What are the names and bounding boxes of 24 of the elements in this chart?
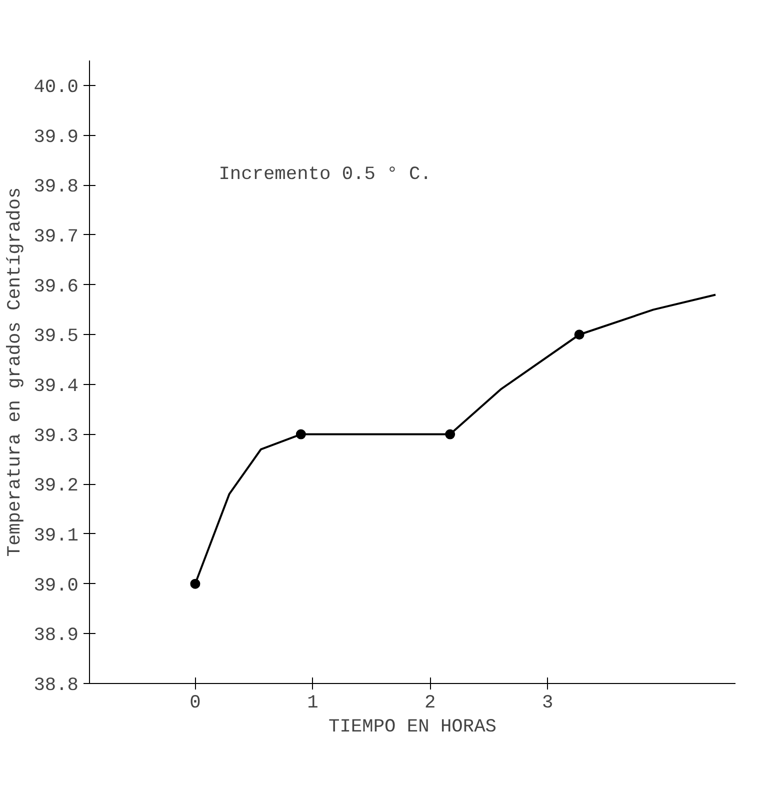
x-tick-label: 3 — [542, 692, 554, 714]
point — [296, 429, 306, 440]
y-tick-label: 39.4 — [34, 374, 79, 397]
y-tick-label: 38.9 — [34, 624, 79, 646]
point — [445, 429, 456, 440]
y-tick-label: 39.2 — [34, 474, 79, 497]
y-tick-label: 38.8 — [34, 674, 79, 696]
point — [574, 330, 584, 340]
y-tick-label: 39.5 — [34, 325, 79, 348]
point — [190, 578, 200, 589]
y-tick-label: 39.0 — [34, 574, 79, 596]
x-tick-label: 0 — [190, 692, 201, 714]
y-axis-title: Temperatura en grados Centígrados — [4, 187, 26, 557]
y-tick-label: 39.8 — [34, 176, 79, 198]
x-tick-label: 2 — [424, 692, 436, 714]
y-tick-label: 39.9 — [34, 126, 79, 148]
y-tick-label: 39.6 — [34, 275, 79, 298]
x-axis-title: TIEMPO EN HORAS — [328, 716, 496, 738]
x-tick-label: 1 — [307, 692, 318, 714]
y-tick-label: 39.3 — [34, 424, 79, 447]
y-tick-label: 39.1 — [34, 524, 79, 546]
annotation: Incremento 0.5 ° C. — [218, 163, 432, 186]
y-tick-label: 39.7 — [34, 225, 79, 248]
y-tick-label: 40.0 — [34, 76, 79, 98]
